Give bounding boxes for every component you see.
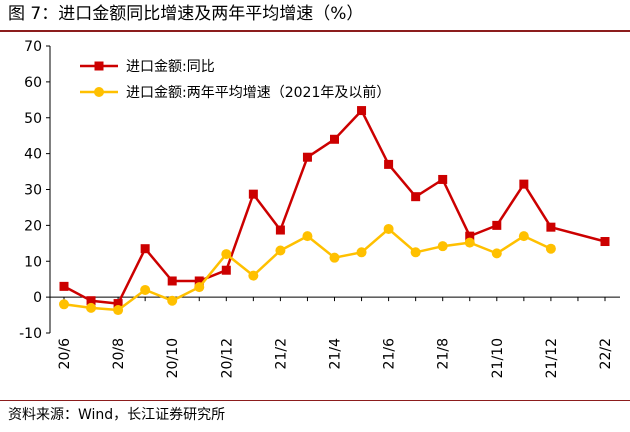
y-tick-label: 70 xyxy=(24,39,42,55)
data-point xyxy=(140,244,150,254)
data-point xyxy=(383,223,394,234)
data-point xyxy=(411,192,421,202)
chart-axes: -10 0 10 20 30 40 50 60 70 20/6 20/8 20/10 20/12 21/2… xyxy=(19,39,620,378)
data-point xyxy=(275,225,285,235)
x-tick-label: 21/2 xyxy=(273,338,289,369)
data-point xyxy=(167,276,177,286)
x-tick-label: 20/12 xyxy=(219,338,235,378)
x-tick-label: 20/8 xyxy=(111,338,127,369)
data-point xyxy=(248,189,258,199)
data-point xyxy=(600,237,610,247)
data-point xyxy=(492,220,502,230)
data-point xyxy=(86,302,97,313)
data-point xyxy=(86,296,96,306)
data-point xyxy=(491,248,502,259)
data-point xyxy=(302,231,313,242)
data-point xyxy=(275,245,286,256)
data-point xyxy=(113,299,123,309)
data-point xyxy=(221,249,232,260)
x-tick-label: 20/6 xyxy=(57,338,73,370)
chart-series xyxy=(59,106,610,316)
data-point xyxy=(140,284,151,295)
x-tick-label: 21/6 xyxy=(382,338,398,370)
data-point xyxy=(464,237,475,248)
y-tick-label: 50 xyxy=(24,111,42,127)
x-tick-label: 21/8 xyxy=(436,338,452,369)
y-tick-label: 10 xyxy=(24,254,42,270)
data-point xyxy=(221,265,231,275)
y-tick-label: 20 xyxy=(24,218,42,234)
x-tick-label: 21/12 xyxy=(544,338,560,378)
data-point xyxy=(248,270,259,281)
data-point xyxy=(437,241,448,252)
data-point xyxy=(167,295,178,306)
y-tick-label: 40 xyxy=(24,147,42,163)
data-point xyxy=(356,247,367,258)
x-tick-label: 21/4 xyxy=(328,338,344,370)
legend-marker xyxy=(94,61,104,71)
data-point xyxy=(519,179,529,189)
chart-title: 图 7：进口金额同比增速及两年平均增速（%） xyxy=(8,4,364,24)
series-two-year-avg xyxy=(59,223,556,316)
y-tick-label: 30 xyxy=(24,183,42,199)
data-point xyxy=(113,305,124,316)
y-tick-label: 0 xyxy=(33,290,42,306)
data-point xyxy=(329,252,340,263)
data-point xyxy=(302,152,312,162)
legend-item: 进口金额:两年平均增速（2021年及以前） xyxy=(80,84,390,101)
x-tick-label: 20/10 xyxy=(165,338,181,378)
data-point xyxy=(545,243,556,254)
series-yoy xyxy=(59,106,610,309)
data-point xyxy=(59,299,69,310)
data-point xyxy=(330,134,339,144)
footer-divider xyxy=(0,400,630,401)
x-tick-label: 21/10 xyxy=(490,338,506,378)
legend-marker xyxy=(94,87,104,97)
data-point xyxy=(59,281,69,291)
data-point xyxy=(357,106,367,116)
data-point xyxy=(518,231,529,242)
legend-item: 进口金额:同比 xyxy=(80,59,215,75)
data-point xyxy=(438,174,448,184)
data-point xyxy=(465,231,475,241)
legend-label: 进口金额:两年平均增速（2021年及以前） xyxy=(126,84,390,101)
data-point xyxy=(384,159,394,169)
y-tick-label: 60 xyxy=(24,75,42,91)
y-tick-label: -10 xyxy=(19,326,42,342)
legend-label: 进口金额:同比 xyxy=(126,59,215,75)
data-point xyxy=(546,222,556,232)
data-point xyxy=(194,282,205,293)
source-note: 资料来源：Wind，长江证券研究所 xyxy=(8,407,226,423)
data-point xyxy=(410,247,421,258)
x-tick-label: 22/2 xyxy=(598,338,614,369)
line-chart: -10 0 10 20 30 40 50 60 70 20/6 20/8 20/10 20/12 21/2… xyxy=(19,39,620,378)
title-divider xyxy=(0,30,630,32)
data-point xyxy=(194,276,204,286)
